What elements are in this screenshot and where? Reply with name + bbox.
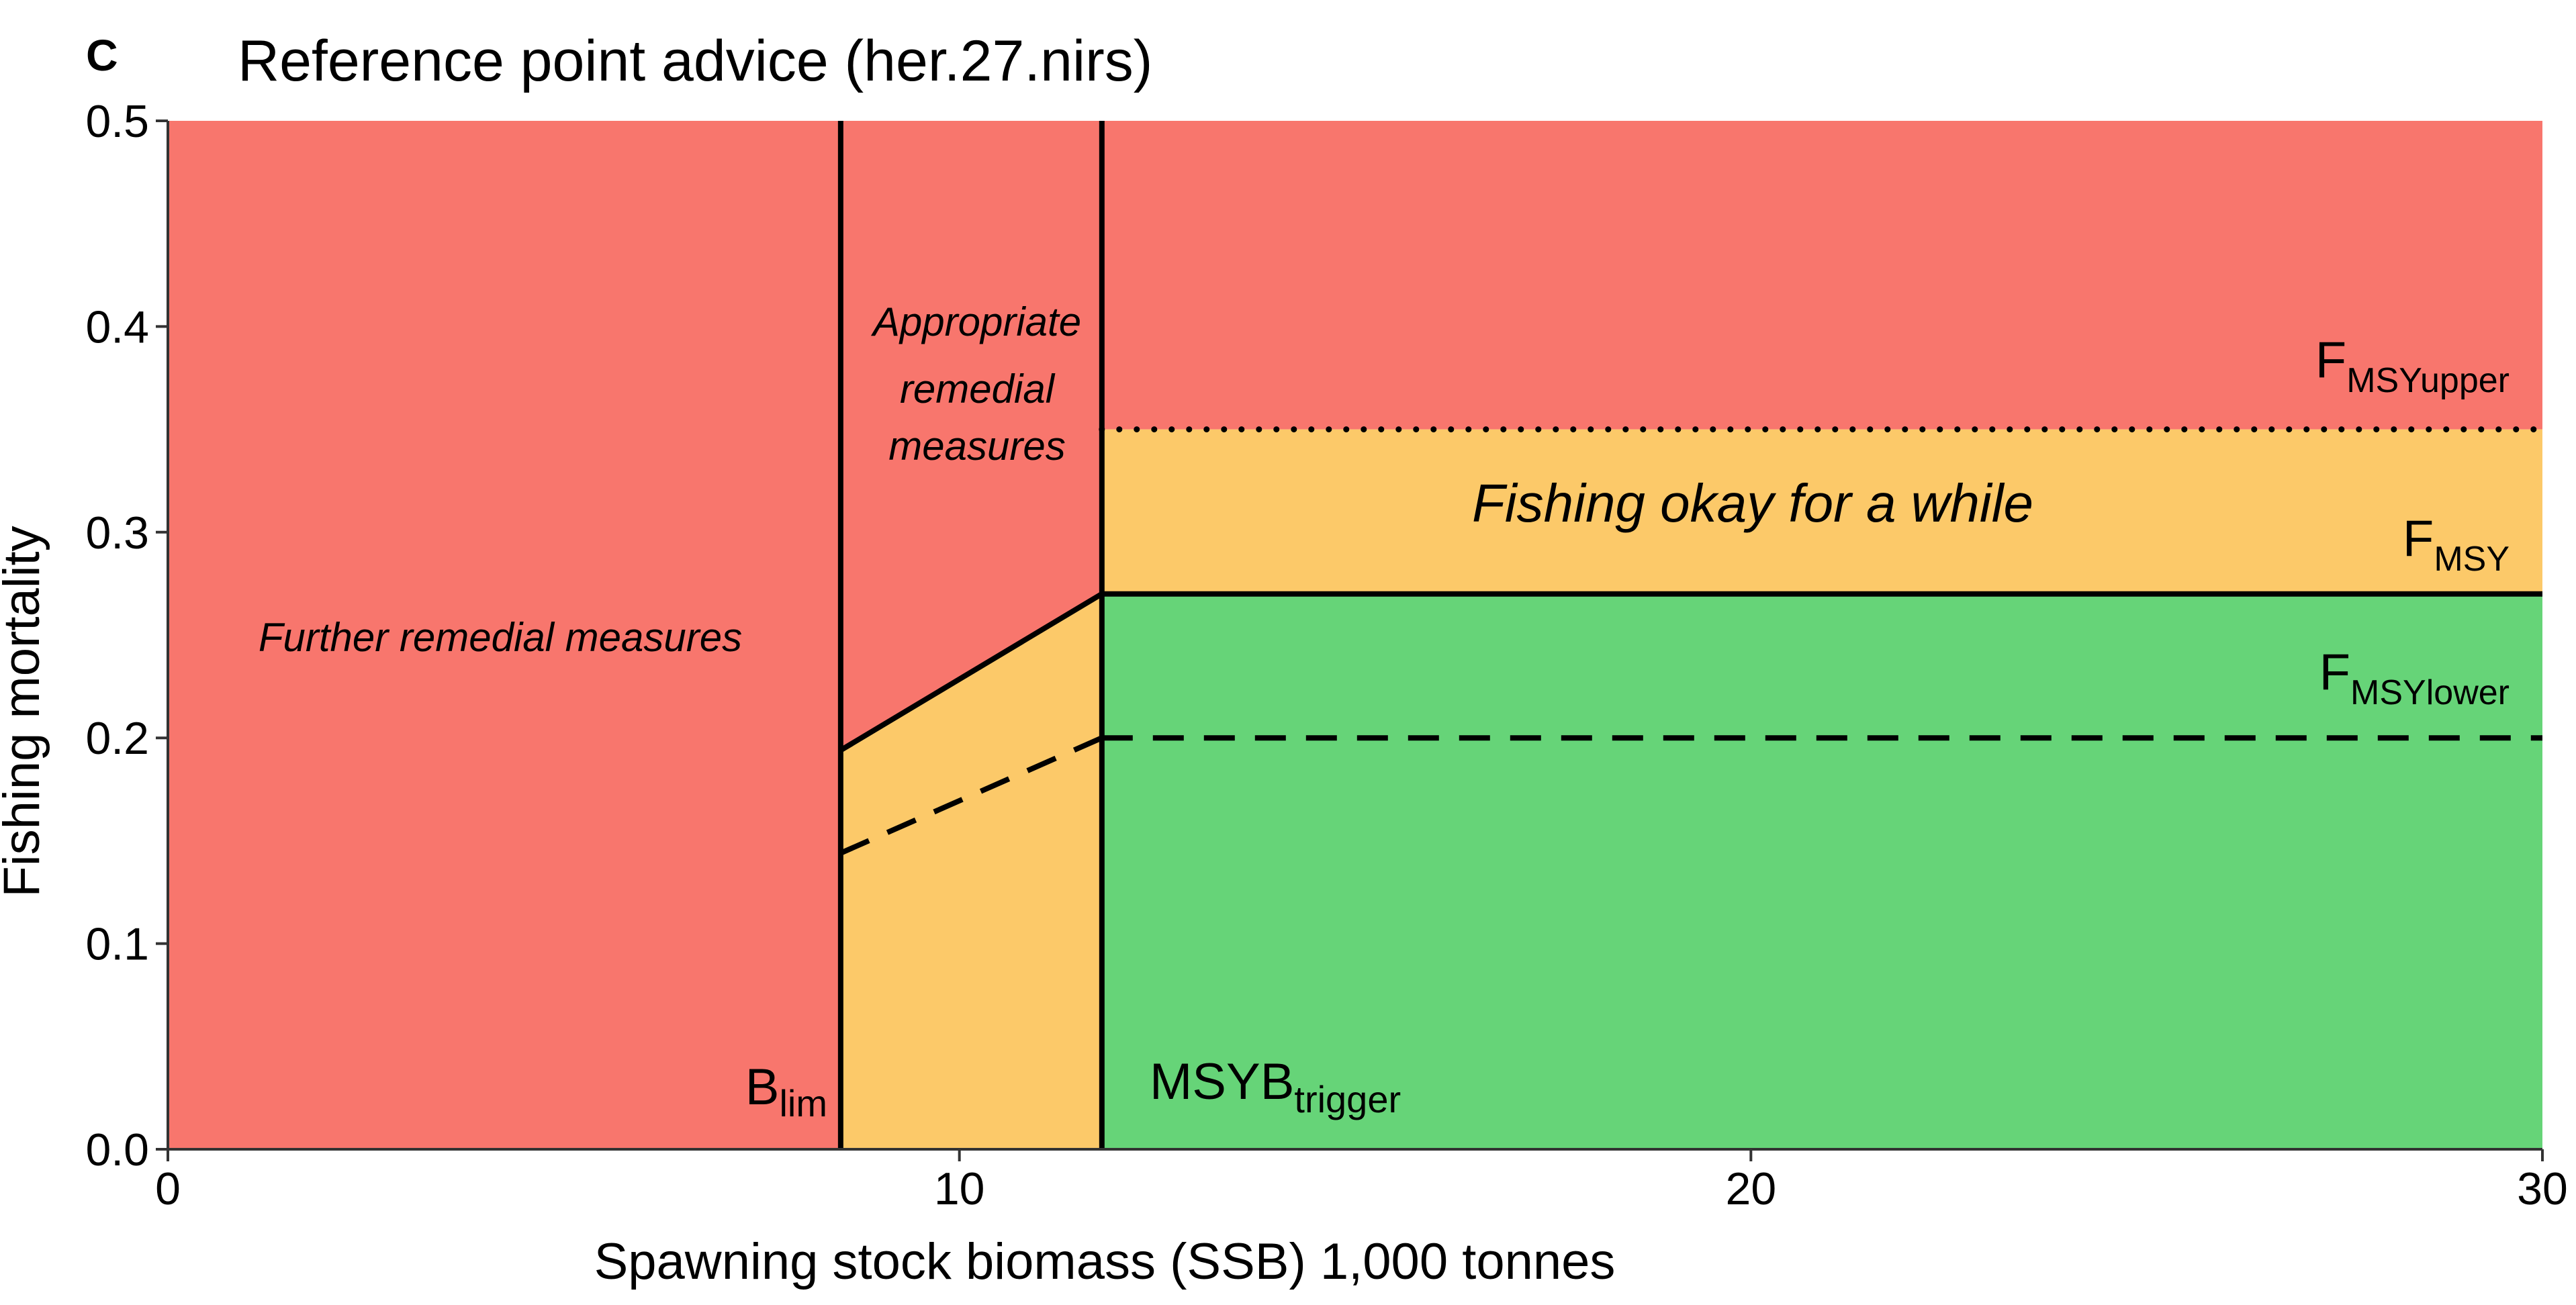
y-tick-label: 0.2 bbox=[85, 713, 149, 764]
chart-title: Reference point advice (her.27.nirs) bbox=[238, 29, 1152, 93]
x-tick-label: 30 bbox=[2517, 1163, 2568, 1214]
y-tick-label: 0.0 bbox=[85, 1124, 149, 1175]
label-blim-sub: lim bbox=[779, 1082, 827, 1124]
label-fmsy-upper-main: F bbox=[2315, 332, 2346, 389]
x-tick-label: 0 bbox=[155, 1163, 181, 1214]
label-msybtrigger-sub: trigger bbox=[1294, 1078, 1401, 1120]
label-fmsy-main: F bbox=[2403, 510, 2434, 567]
label-msybtrigger: MSYBtrigger bbox=[1150, 1053, 1401, 1120]
annotation-appropriate-1: Appropriate bbox=[871, 299, 1081, 344]
x-ticks: 0 10 20 30 bbox=[155, 1149, 2568, 1214]
zone-fishing-okay bbox=[1101, 429, 2542, 594]
x-tick-label: 10 bbox=[934, 1163, 985, 1214]
annotation-fishing-okay: Fishing okay for a while bbox=[1472, 473, 2033, 533]
label-fmsy-upper: FMSYupper bbox=[2315, 332, 2510, 400]
zone-annotations: Further remedial measures Appropriate re… bbox=[259, 299, 2510, 1124]
label-fmsy-upper-sub: MSYupper bbox=[2346, 361, 2510, 400]
x-axis-label: Spawning stock biomass (SSB) 1,000 tonne… bbox=[594, 1233, 1616, 1290]
zone-further-remedial bbox=[168, 121, 841, 1149]
label-msybtrigger-main: MSYB bbox=[1150, 1053, 1294, 1110]
y-axis-label: Fishing mortality bbox=[0, 526, 50, 897]
panel-letter: C bbox=[86, 30, 118, 80]
label-blim: Blim bbox=[745, 1059, 827, 1124]
reference-lines bbox=[837, 121, 2546, 1149]
label-fmsy-lower-sub: MSYlower bbox=[2350, 673, 2510, 712]
label-fmsy-sub: MSY bbox=[2434, 540, 2510, 579]
x-tick-label: 20 bbox=[1726, 1163, 1777, 1214]
label-fmsy-lower: FMSYlower bbox=[2319, 644, 2510, 712]
axes: 0 10 20 30 0.0 0.1 0.2 0.3 0.4 0.5 bbox=[85, 96, 2567, 1214]
y-tick-label: 0.3 bbox=[85, 508, 149, 559]
annotation-further-remedial: Further remedial measures bbox=[259, 615, 742, 660]
zone-regions bbox=[168, 121, 2542, 1149]
y-tick-label: 0.4 bbox=[85, 301, 149, 352]
annotation-appropriate-2: remedial bbox=[900, 367, 1056, 412]
y-tick-label: 0.1 bbox=[85, 919, 149, 970]
zone-orange-left bbox=[840, 593, 1102, 1149]
annotation-appropriate-3: measures bbox=[888, 424, 1065, 469]
zone-appropriate-remedial bbox=[840, 121, 1102, 751]
label-blim-main: B bbox=[745, 1059, 780, 1116]
y-tick-label: 0.5 bbox=[85, 96, 149, 147]
zone-green bbox=[1101, 593, 2542, 1149]
label-fmsy-lower-main: F bbox=[2319, 644, 2350, 701]
label-fmsy: FMSY bbox=[2403, 510, 2510, 579]
zone-red-top bbox=[1101, 121, 2542, 430]
y-ticks: 0.0 0.1 0.2 0.3 0.4 0.5 bbox=[85, 96, 168, 1175]
